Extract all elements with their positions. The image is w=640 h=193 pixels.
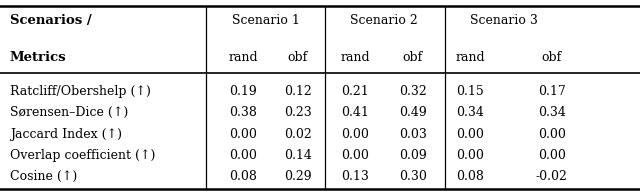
Text: obf: obf (541, 51, 562, 64)
Text: 0.38: 0.38 (229, 106, 257, 119)
Text: rand: rand (456, 51, 485, 64)
Text: Scenario 2: Scenario 2 (350, 14, 418, 27)
Text: 0.14: 0.14 (284, 149, 312, 162)
Text: 0.34: 0.34 (538, 106, 566, 119)
Text: 0.00: 0.00 (341, 128, 369, 141)
Text: 0.21: 0.21 (341, 85, 369, 98)
Text: Scenarios /: Scenarios / (10, 14, 92, 27)
Text: 0.30: 0.30 (399, 170, 427, 183)
Text: -0.02: -0.02 (536, 170, 568, 183)
Text: 0.00: 0.00 (538, 128, 566, 141)
Text: 0.02: 0.02 (284, 128, 312, 141)
Text: 0.13: 0.13 (341, 170, 369, 183)
Text: 0.00: 0.00 (456, 149, 484, 162)
Text: 0.19: 0.19 (229, 85, 257, 98)
Text: 0.17: 0.17 (538, 85, 566, 98)
Text: Scenario 3: Scenario 3 (470, 14, 538, 27)
Text: obf: obf (287, 51, 308, 64)
Text: 0.00: 0.00 (341, 149, 369, 162)
Text: 0.15: 0.15 (456, 85, 484, 98)
Text: 0.41: 0.41 (341, 106, 369, 119)
Text: Cosine (↑): Cosine (↑) (10, 170, 77, 183)
Text: 0.08: 0.08 (456, 170, 484, 183)
Text: Ratcliff/Obershelp (↑): Ratcliff/Obershelp (↑) (10, 85, 150, 98)
Text: 0.08: 0.08 (229, 170, 257, 183)
Text: 0.03: 0.03 (399, 128, 427, 141)
Text: 0.49: 0.49 (399, 106, 427, 119)
Text: Sørensen–Dice (↑): Sørensen–Dice (↑) (10, 106, 128, 119)
Text: 0.23: 0.23 (284, 106, 312, 119)
Text: 0.00: 0.00 (538, 149, 566, 162)
Text: 0.32: 0.32 (399, 85, 427, 98)
Text: obf: obf (403, 51, 423, 64)
Text: 0.29: 0.29 (284, 170, 312, 183)
Text: Scenario 1: Scenario 1 (232, 14, 300, 27)
Text: 0.00: 0.00 (229, 149, 257, 162)
Text: 0.09: 0.09 (399, 149, 427, 162)
Text: 0.00: 0.00 (456, 128, 484, 141)
Text: Metrics: Metrics (10, 51, 66, 64)
Text: Overlap coefficient (↑): Overlap coefficient (↑) (10, 149, 155, 162)
Text: Jaccard Index (↑): Jaccard Index (↑) (10, 128, 122, 141)
Text: 0.12: 0.12 (284, 85, 312, 98)
Text: 0.34: 0.34 (456, 106, 484, 119)
Text: rand: rand (228, 51, 258, 64)
Text: 0.00: 0.00 (229, 128, 257, 141)
Text: rand: rand (340, 51, 370, 64)
